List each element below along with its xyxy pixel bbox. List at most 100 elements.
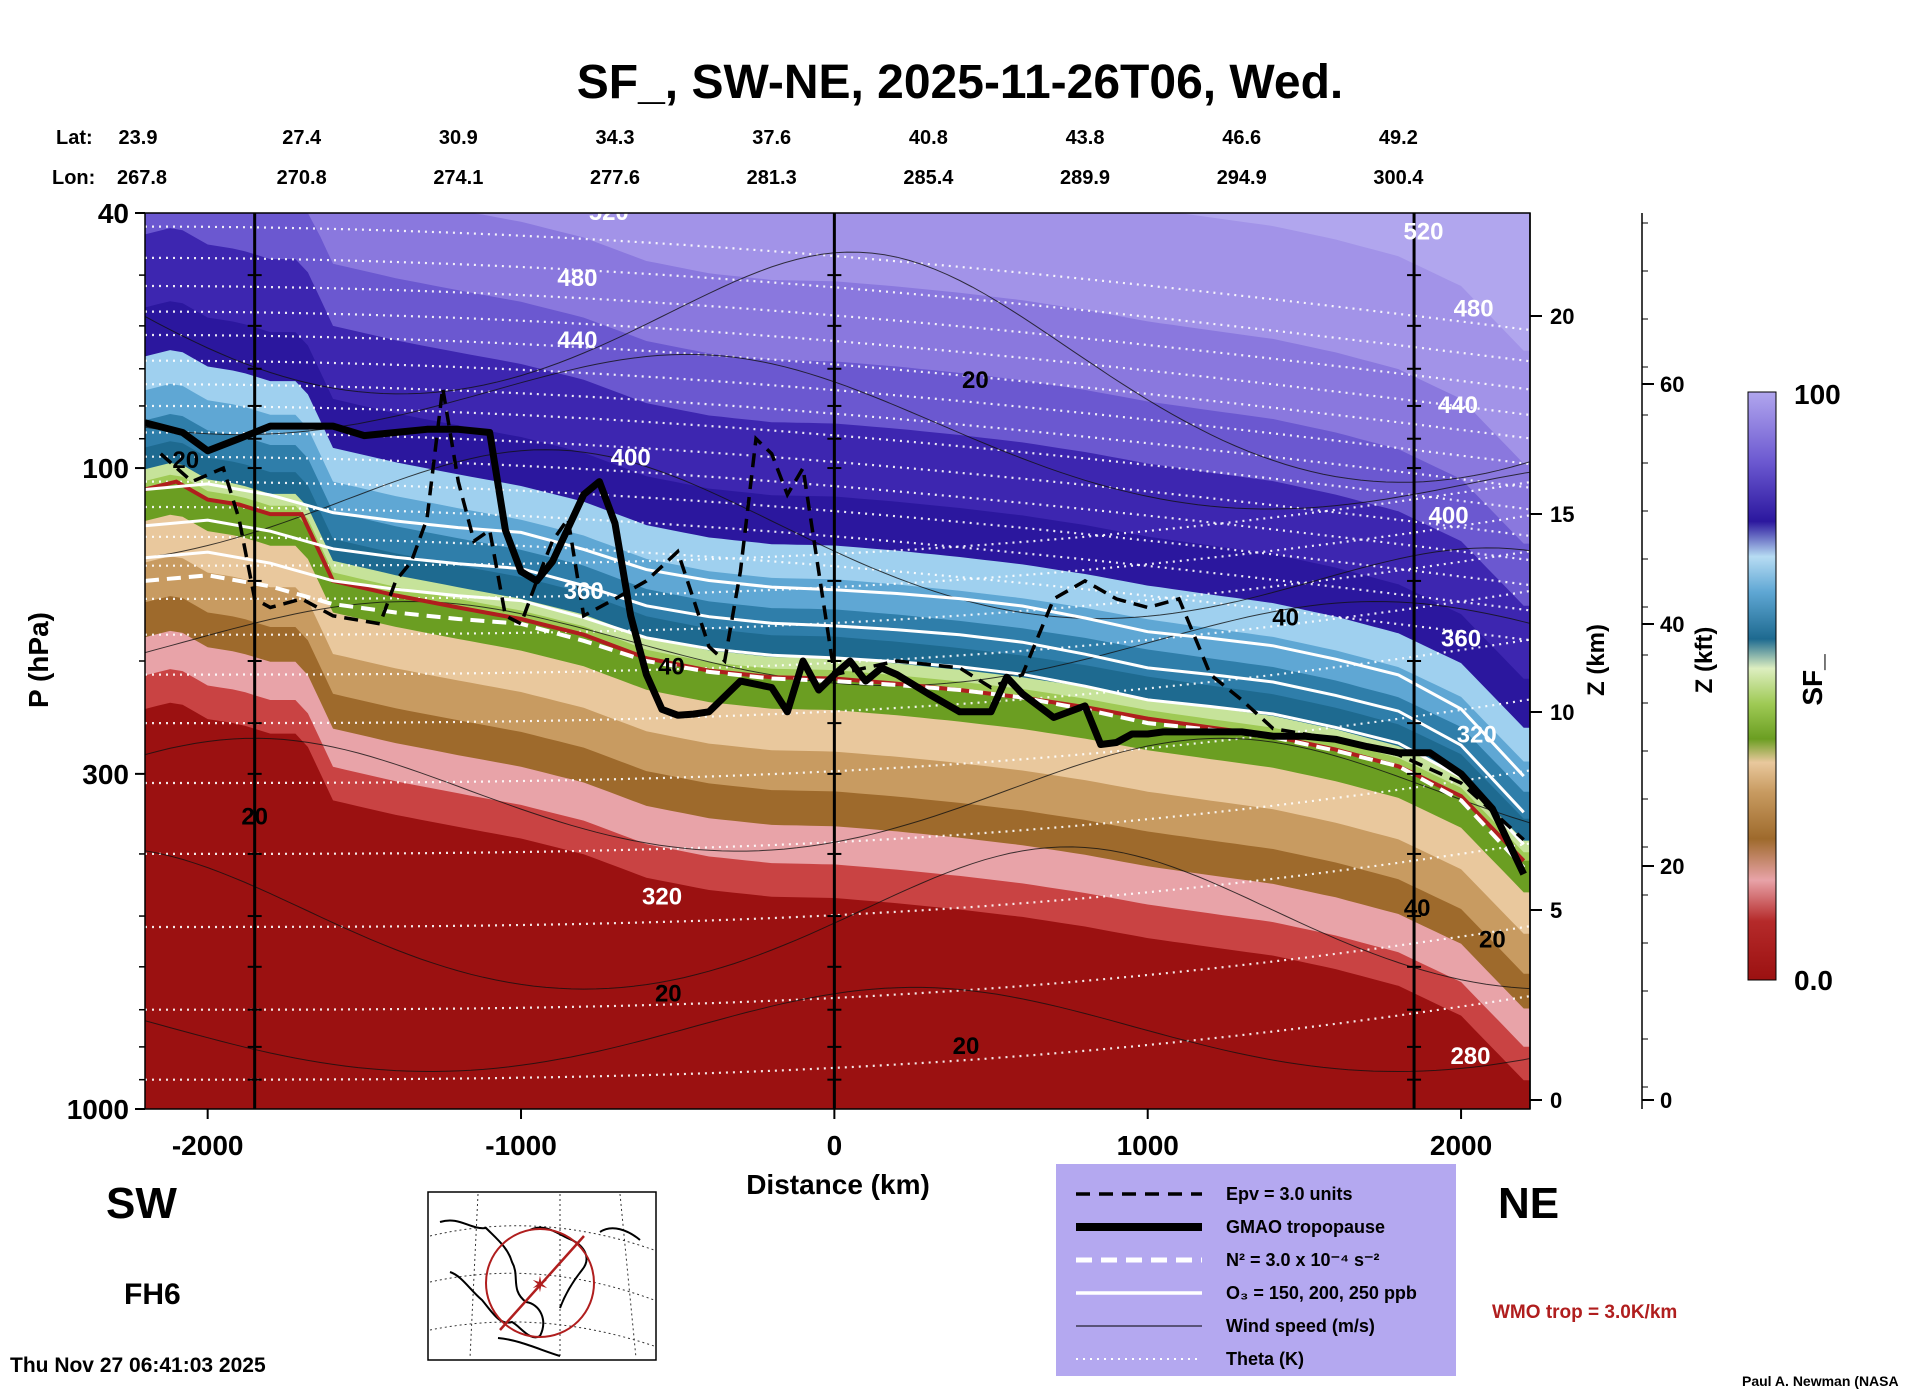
inset-map: ✶ <box>427 1191 657 1361</box>
inset-map-center-marker: ✶ <box>531 1272 549 1297</box>
lon-label: Lon: <box>52 167 95 189</box>
wind-label: 20 <box>962 367 989 394</box>
x-axis-label: Distance (km) <box>746 1169 930 1200</box>
theta-contour <box>145 359 1530 466</box>
theta-contour <box>145 333 1530 440</box>
sw-label: SW <box>106 1179 177 1228</box>
lat-value: 46.6 <box>1222 127 1261 149</box>
z-kft-tick-label: 0 <box>1660 1088 1672 1113</box>
lat-value: 37.6 <box>752 127 791 149</box>
legend-label: Theta (K) <box>1226 1349 1304 1369</box>
lat-label: Lat: <box>56 127 93 149</box>
wind-label: 40 <box>1272 604 1299 631</box>
z-kft-tick-label: 20 <box>1660 854 1684 879</box>
theta-contour <box>145 481 1530 567</box>
lat-value: 30.9 <box>439 127 478 149</box>
lat-value: 23.9 <box>119 127 158 149</box>
chart-title: SF_, SW-NE, 2025-11-26T06, Wed. <box>577 56 1343 109</box>
wind-contour <box>145 986 1530 1073</box>
timestamp: Thu Nov 27 06:41:03 2025 <box>10 1354 266 1377</box>
lon-value: 294.9 <box>1217 167 1267 189</box>
legend-label: N² = 3.0 x 10⁻⁴ s⁻² <box>1226 1250 1379 1270</box>
legend-items: Epv = 3.0 units GMAO tropopause N² = 3.0 x… <box>1076 1184 1417 1369</box>
theta-label: 320 <box>642 884 682 911</box>
band-upper <box>145 213 1530 464</box>
z-kft-tick-label: 40 <box>1660 612 1684 637</box>
lon-value: 270.8 <box>277 167 327 189</box>
plot-area: 520 480 440 400 360 320 520 480 440 400 360 320 280 2… <box>145 213 1530 1109</box>
lon-value: 285.4 <box>903 167 954 189</box>
z-km-axis-label: Z (km) <box>1583 624 1610 696</box>
theta-label: 280 <box>1450 1043 1490 1070</box>
theta-contour <box>145 769 1530 856</box>
z-km-axis: 0 5 10 15 20 <box>1529 213 1574 1113</box>
wind-contour <box>145 600 1530 687</box>
theta-contour <box>145 698 1530 785</box>
theta-contour <box>145 383 1530 489</box>
wind-contour <box>145 251 1530 483</box>
colorbar-tick-label: 100 <box>1794 379 1841 410</box>
z-km-tick-label: 10 <box>1550 700 1574 725</box>
wmo-note: WMO trop = 3.0K/km <box>1492 1302 1677 1323</box>
lon-value: 300.4 <box>1373 167 1424 189</box>
theta-contour <box>145 925 1530 1011</box>
theta-contour <box>145 480 1530 587</box>
wind-contour <box>145 353 1530 510</box>
inset-map-radius-circle <box>485 1228 595 1338</box>
z-km-tick-label: 5 <box>1550 898 1562 923</box>
lon-value: 281.3 <box>747 167 797 189</box>
lat-value: 34.3 <box>596 127 635 149</box>
theta-label: 360 <box>1441 626 1481 653</box>
theta-contour <box>145 256 1530 363</box>
lat-value: 27.4 <box>282 127 322 149</box>
legend: Epv = 3.0 units GMAO tropopause N² = 3.0 x… <box>1056 1164 1456 1376</box>
colorbar-label: SF_ <box>1797 654 1828 706</box>
lon-value: 277.6 <box>590 167 640 189</box>
theta-contour <box>145 535 1530 642</box>
theta-label: 400 <box>611 444 651 471</box>
colorbar <box>1747 391 1777 981</box>
theta-contour <box>145 842 1530 929</box>
colorbar-tick-label: 0.0 <box>1794 965 1833 996</box>
z-km-tick-label: 20 <box>1550 304 1574 329</box>
wind-label: 20 <box>953 1033 980 1060</box>
theta-label: 440 <box>1438 392 1478 419</box>
theta-contour <box>145 404 1530 511</box>
theta-contour <box>145 995 1530 1081</box>
legend-label: O₃ = 150, 200, 250 ppb <box>1226 1283 1417 1303</box>
theta-label: 320 <box>1457 721 1497 748</box>
wind-label: 40 <box>1404 895 1431 922</box>
theta-contour <box>145 505 1530 612</box>
theta-label: 440 <box>557 327 597 354</box>
lat-value: 49.2 <box>1379 127 1418 149</box>
lon-value: 267.8 <box>117 167 167 189</box>
theta-contour <box>145 455 1530 562</box>
theta-label: 360 <box>564 578 604 605</box>
z-kft-axis: 0 20 40 60 <box>1641 213 1684 1113</box>
legend-label: Epv = 3.0 units <box>1226 1184 1353 1204</box>
x-tick-label: -1000 <box>485 1130 557 1161</box>
contour-labels: 520 480 440 400 360 320 520 480 440 400 360 320 280 2… <box>172 213 1505 1070</box>
theta-contour <box>145 310 1530 417</box>
y-tick-label: 300 <box>82 759 129 790</box>
theta-label: 400 <box>1429 502 1469 529</box>
wind-contour <box>145 846 1530 990</box>
wind-label: 40 <box>658 654 685 681</box>
x-tick-label: 1000 <box>1117 1130 1179 1161</box>
inset-map-transect <box>499 1235 585 1331</box>
wind-label: 20 <box>241 804 268 831</box>
epv-contour-line <box>159 387 1525 841</box>
y-axis-label: P (hPa) <box>23 612 54 708</box>
x-tick-label: -2000 <box>172 1130 244 1161</box>
theta-contour <box>145 284 1530 391</box>
lon-value: 274.1 <box>433 167 483 189</box>
z-kft-axis-label: Z (kft) <box>1691 627 1718 694</box>
theta-contour <box>145 638 1530 725</box>
theta-contours <box>145 225 1530 1081</box>
lat-lon-row: 23.9 267.8 27.4 270.8 30.9 274.1 34.3 277.6 37.6… <box>117 127 1424 189</box>
theta-contour <box>145 514 1530 601</box>
z-kft-tick-label: 60 <box>1660 372 1684 397</box>
vertical-markers <box>247 213 1422 1109</box>
theta-label: 480 <box>557 265 597 292</box>
